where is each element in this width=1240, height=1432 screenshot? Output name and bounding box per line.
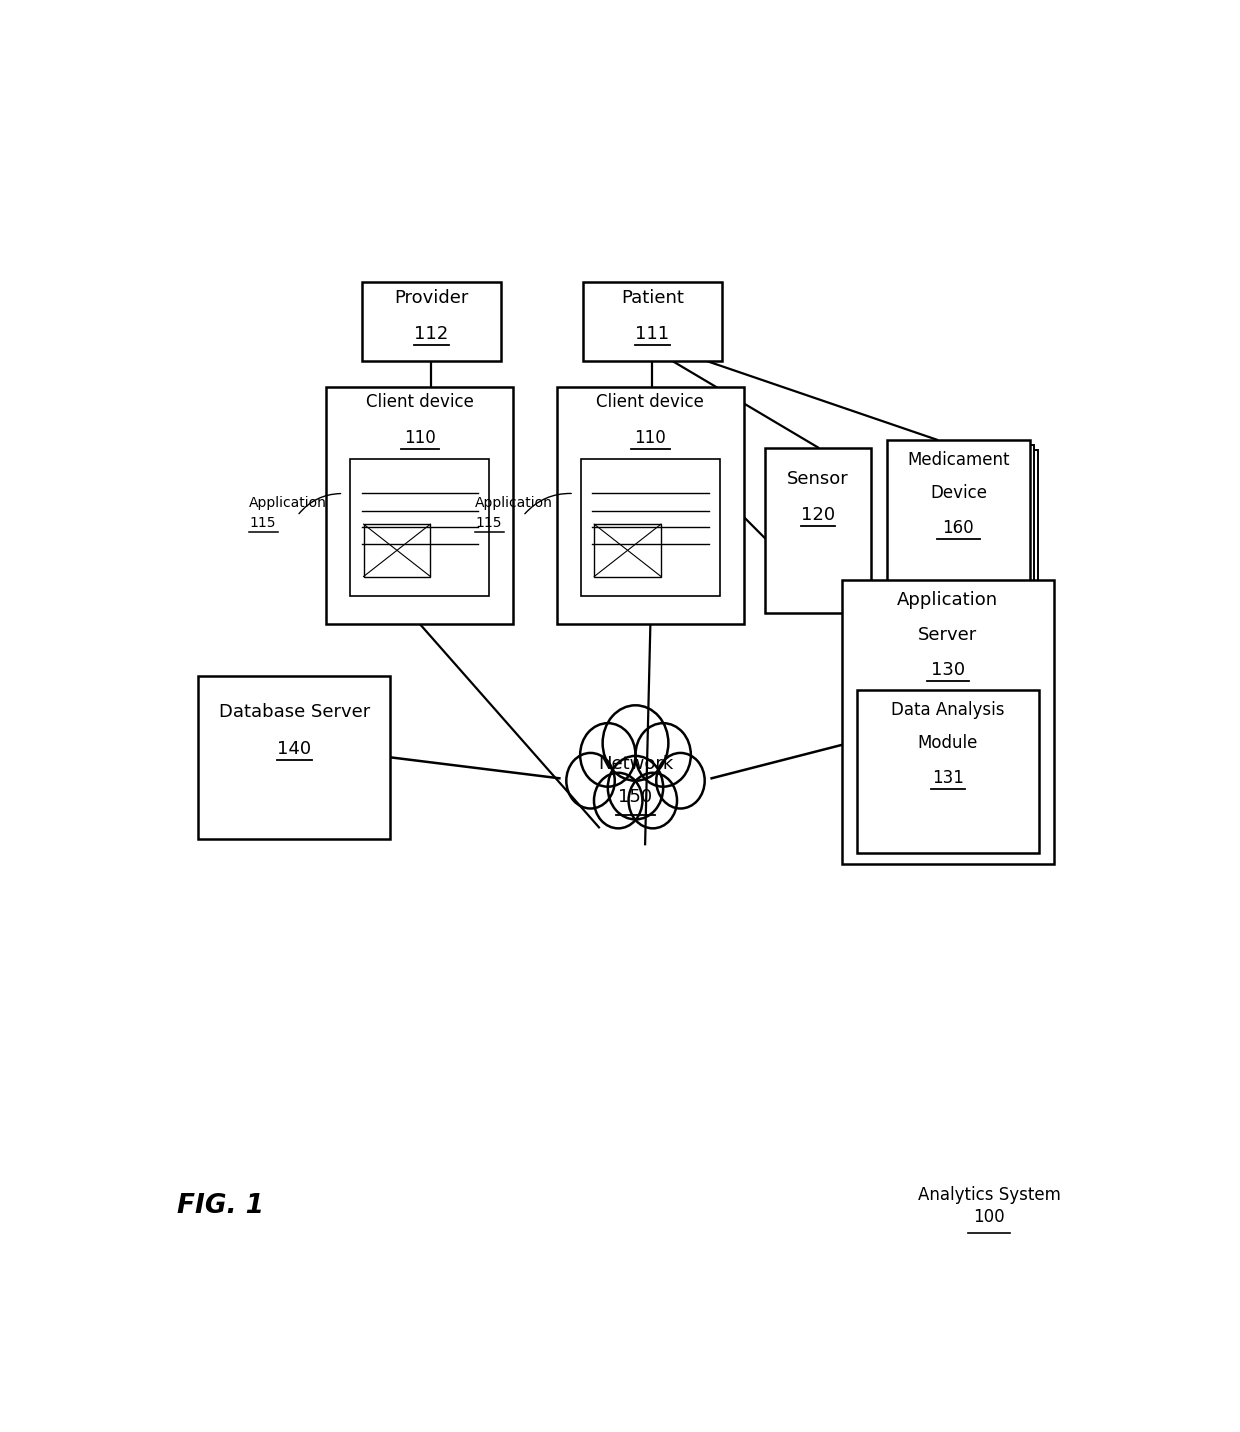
Text: Module: Module (918, 735, 978, 752)
Text: Medicament: Medicament (908, 451, 1009, 468)
Text: Provider: Provider (394, 289, 469, 306)
Text: 115: 115 (249, 516, 275, 530)
Circle shape (567, 753, 615, 809)
FancyBboxPatch shape (888, 440, 1029, 619)
FancyBboxPatch shape (892, 445, 1034, 624)
Text: Analytics System: Analytics System (918, 1186, 1060, 1204)
Text: Sensor: Sensor (787, 470, 849, 487)
Text: 111: 111 (635, 325, 670, 344)
Text: 130: 130 (931, 662, 965, 679)
Circle shape (594, 773, 642, 828)
Circle shape (635, 723, 691, 786)
Text: Application: Application (898, 591, 998, 609)
Text: Server: Server (918, 626, 977, 644)
FancyBboxPatch shape (363, 524, 430, 577)
Text: 120: 120 (801, 505, 836, 524)
Circle shape (629, 773, 677, 828)
Circle shape (603, 706, 668, 780)
Text: Client device: Client device (366, 394, 474, 411)
Text: 112: 112 (414, 325, 449, 344)
FancyBboxPatch shape (580, 458, 720, 596)
Text: Patient: Patient (621, 289, 683, 306)
Circle shape (608, 756, 663, 819)
Text: Client device: Client device (596, 394, 704, 411)
Text: FIG. 1: FIG. 1 (177, 1193, 264, 1219)
FancyBboxPatch shape (583, 282, 722, 361)
FancyBboxPatch shape (594, 524, 661, 577)
Text: Application: Application (249, 495, 327, 510)
Text: 110: 110 (635, 428, 666, 447)
FancyBboxPatch shape (350, 458, 490, 596)
Text: 115: 115 (475, 516, 501, 530)
Text: 110: 110 (404, 428, 435, 447)
FancyBboxPatch shape (765, 447, 870, 613)
Text: Data Analysis: Data Analysis (892, 702, 1004, 719)
FancyBboxPatch shape (362, 282, 501, 361)
Circle shape (580, 723, 635, 786)
Text: Device: Device (930, 484, 987, 501)
FancyBboxPatch shape (557, 387, 744, 624)
FancyBboxPatch shape (326, 387, 513, 624)
FancyBboxPatch shape (897, 450, 1038, 629)
Text: Application: Application (475, 495, 553, 510)
Circle shape (656, 753, 704, 809)
FancyBboxPatch shape (857, 690, 1039, 853)
Text: 160: 160 (942, 520, 975, 537)
Text: 140: 140 (278, 740, 311, 758)
Text: 131: 131 (932, 769, 963, 788)
Text: Database Server: Database Server (218, 703, 370, 722)
FancyBboxPatch shape (842, 580, 1054, 865)
Text: 100: 100 (973, 1209, 1004, 1226)
Text: Network: Network (598, 755, 673, 773)
FancyBboxPatch shape (198, 676, 391, 839)
Text: 150: 150 (619, 788, 652, 806)
